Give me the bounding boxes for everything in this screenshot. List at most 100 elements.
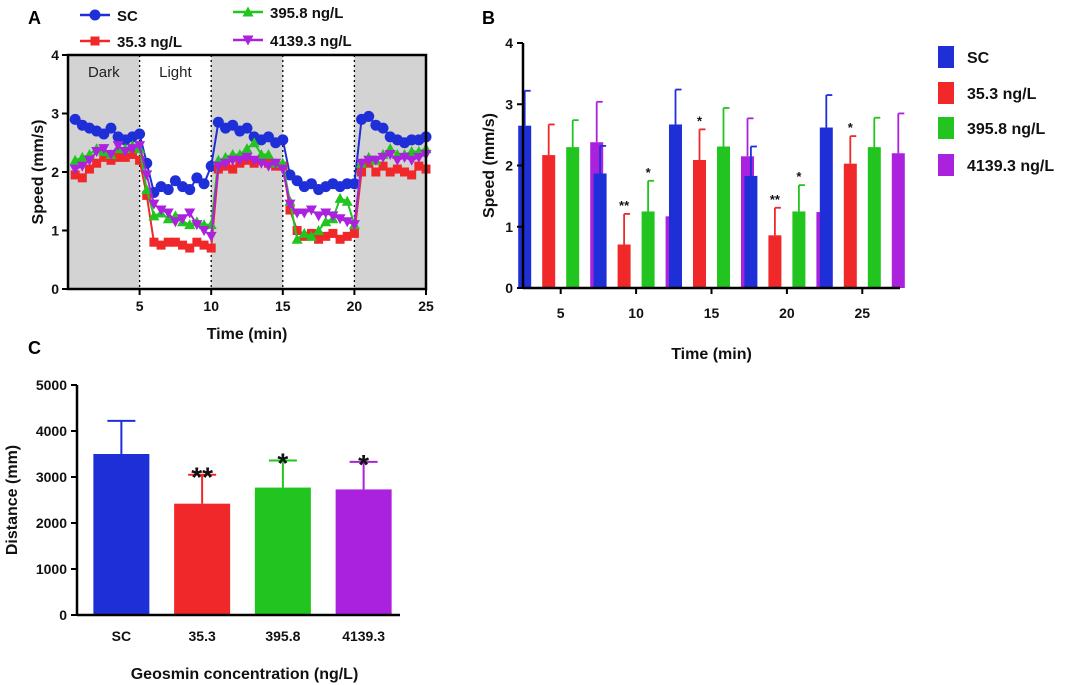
x-tick-label: 20: [347, 298, 363, 314]
data-point: [177, 214, 189, 225]
data-point: [134, 141, 146, 152]
y-tick-label: 1000: [36, 561, 67, 577]
data-point: [99, 152, 109, 162]
data-point: [105, 122, 117, 134]
data-point: [327, 211, 339, 222]
y-axis-title: Distance (mm): [4, 445, 21, 555]
data-point: [162, 184, 174, 196]
data-point: [241, 143, 253, 154]
data-point: [135, 155, 145, 165]
x-tick-label: 25: [418, 298, 434, 314]
data-point: [349, 228, 359, 238]
data-point: [199, 240, 209, 250]
data-point: [377, 152, 389, 163]
data-point: [119, 147, 131, 158]
bar: [335, 489, 392, 615]
data-point: [391, 155, 403, 166]
x-tick-label: 4139.3: [342, 628, 385, 644]
data-point: [142, 190, 152, 200]
bar: [93, 454, 150, 615]
significance-marker: **: [191, 462, 213, 493]
data-point: [348, 178, 360, 190]
y-tick-label: 4000: [36, 423, 67, 439]
data-point: [148, 199, 160, 210]
bar: [641, 211, 655, 288]
data-point: [155, 205, 167, 216]
legend-label: 35.3 ng/L: [117, 34, 182, 51]
y-tick-label: 3: [505, 96, 513, 112]
data-point: [270, 158, 282, 169]
data-point: [334, 214, 346, 225]
data-point: [92, 158, 102, 168]
y-tick-label: 2: [505, 158, 513, 174]
data-point: [348, 220, 360, 231]
bar: [891, 153, 905, 288]
x-tick-label: 5: [557, 305, 565, 321]
data-point: [255, 158, 267, 169]
data-point: [407, 170, 417, 180]
x-tick-label: 20: [779, 305, 795, 321]
data-point: [184, 219, 196, 230]
data-point: [198, 226, 210, 236]
x-axis-title: Time (min): [207, 326, 288, 343]
data-point: [363, 110, 375, 122]
y-tick-label: 5000: [36, 377, 67, 393]
data-point: [285, 205, 295, 215]
data-point: [377, 122, 389, 134]
data-point: [84, 164, 94, 174]
data-point: [298, 227, 310, 238]
data-point: [277, 164, 289, 175]
data-point: [113, 152, 123, 162]
data-point: [205, 231, 217, 242]
data-point: [83, 155, 95, 166]
legend-label: 35.3 ng/L: [967, 86, 1037, 103]
data-point: [356, 158, 368, 169]
data-point: [400, 167, 410, 177]
y-tick-label: 0: [51, 281, 59, 297]
data-point: [69, 164, 81, 175]
significance-marker: *: [848, 120, 854, 135]
y-tick-label: 0: [505, 280, 513, 296]
legend-label: 395.8 ng/L: [967, 121, 1045, 138]
data-point: [262, 161, 274, 172]
data-point: [384, 149, 396, 160]
y-axis-title: Speed (mm/s): [481, 113, 498, 218]
data-point: [234, 155, 246, 166]
data-point: [163, 237, 173, 247]
data-point: [248, 155, 260, 166]
significance-marker: *: [697, 113, 703, 128]
data-point: [191, 220, 203, 231]
data-point: [169, 217, 181, 228]
bar: [867, 147, 881, 288]
data-point: [77, 173, 87, 183]
bar: [792, 211, 806, 288]
y-tick-label: 1: [51, 223, 59, 239]
data-point: [313, 211, 325, 222]
data-point: [220, 158, 232, 169]
bar: [819, 127, 833, 289]
data-point: [378, 161, 388, 171]
data-point: [341, 195, 353, 206]
data-point: [170, 237, 180, 247]
data-point: [241, 152, 253, 163]
data-point: [370, 155, 382, 166]
data-point: [262, 148, 274, 159]
data-point: [227, 155, 239, 166]
data-point: [192, 237, 202, 247]
data-point: [148, 210, 160, 221]
data-point: [206, 243, 216, 253]
data-point: [385, 167, 395, 177]
data-point: [320, 216, 332, 227]
data-point: [291, 208, 303, 219]
y-axis-title: Speed (mm/s): [30, 120, 47, 225]
legend-swatch: [938, 117, 954, 139]
data-point: [228, 164, 238, 174]
significance-marker: *: [277, 447, 288, 478]
data-point: [91, 147, 103, 158]
data-point: [284, 199, 296, 210]
dark-phase-shading: [68, 55, 140, 289]
data-point: [106, 155, 116, 165]
y-tick-label: 0: [59, 607, 67, 623]
data-point: [291, 233, 303, 244]
